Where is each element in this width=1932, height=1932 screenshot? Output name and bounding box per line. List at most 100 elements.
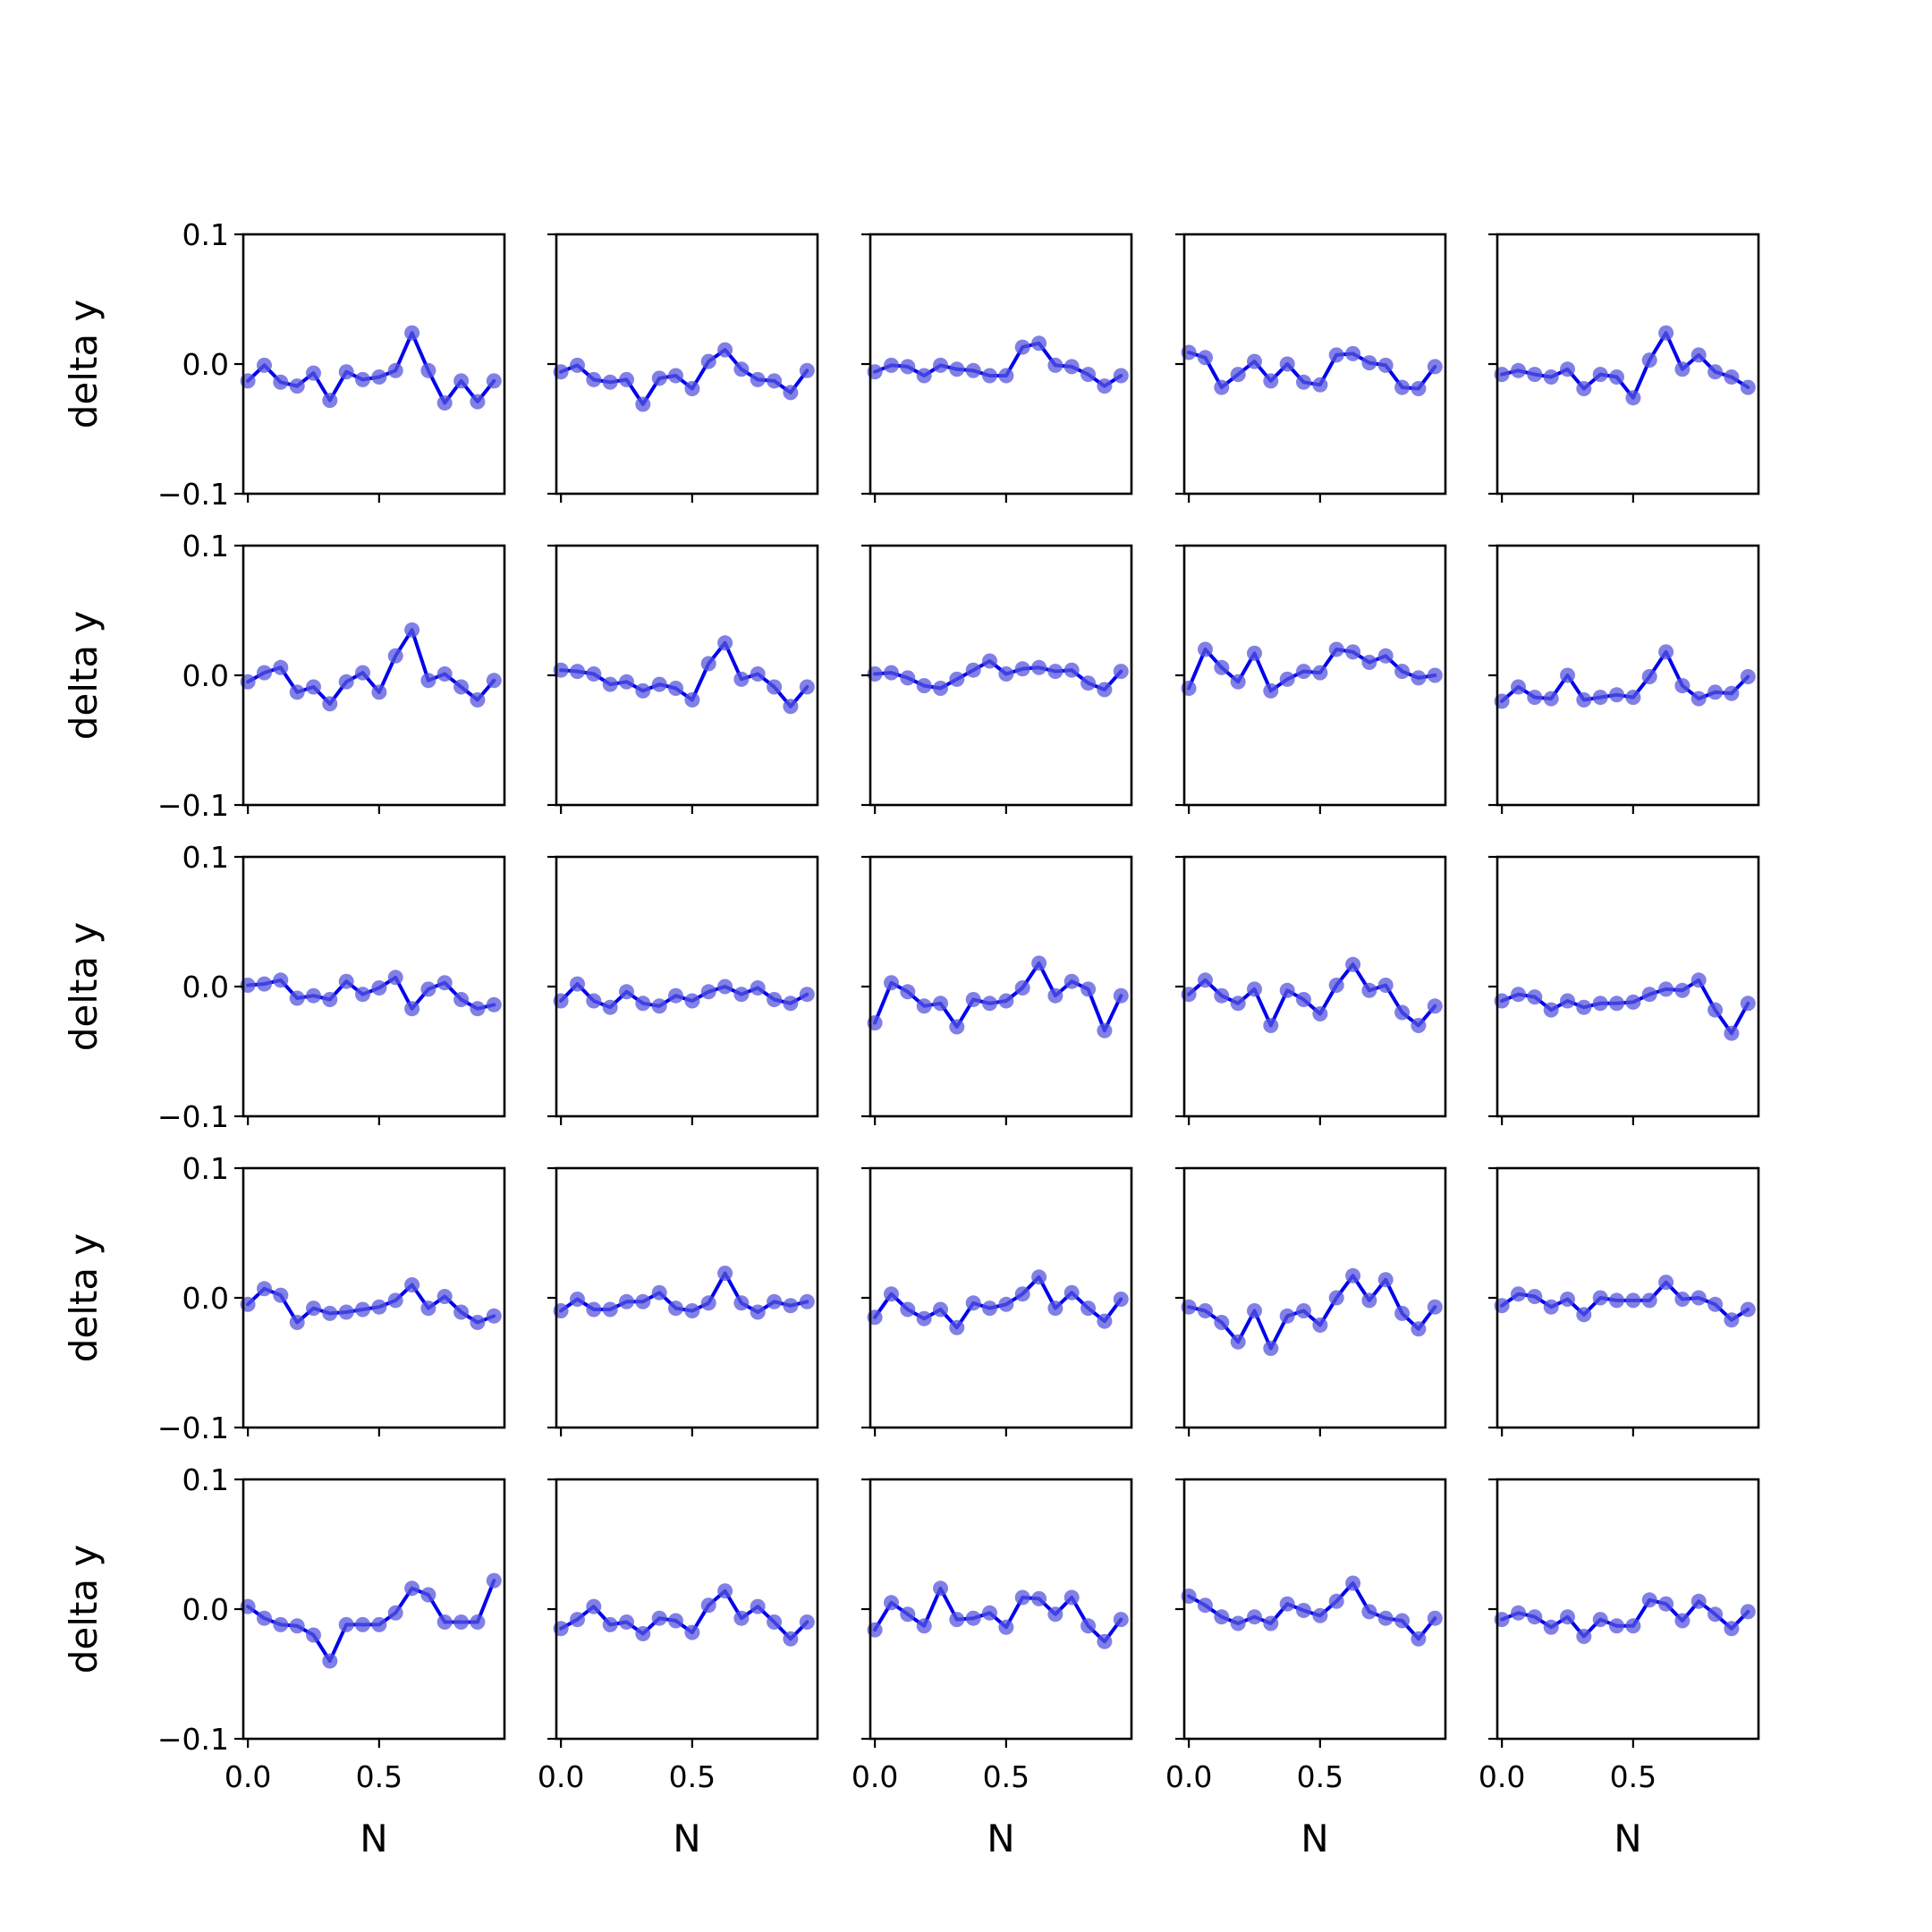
data-point <box>916 1310 932 1326</box>
x-axis-label: N <box>987 1817 1014 1860</box>
data-point <box>338 1304 354 1320</box>
subplot-r2-c1: 0.1 0.0 −0.1 delta y <box>62 529 506 823</box>
data-point <box>799 1614 815 1630</box>
series-line <box>1500 1597 1750 1639</box>
data-point <box>1740 379 1756 395</box>
data-point <box>965 362 981 378</box>
data-point <box>1674 678 1690 694</box>
data-point <box>799 679 815 695</box>
data-point <box>453 679 470 695</box>
data-point <box>1263 1341 1279 1356</box>
data-point <box>933 1301 948 1318</box>
data-point <box>684 1303 700 1318</box>
data-point <box>570 976 585 992</box>
data-point <box>1427 1610 1443 1626</box>
data-point <box>1527 989 1543 1005</box>
data-point <box>684 692 700 708</box>
data-point <box>1625 994 1641 1010</box>
y-tick-label: −0.1 <box>157 1411 229 1445</box>
data-point <box>1560 667 1575 683</box>
data-point <box>1641 1592 1657 1608</box>
data-point <box>602 676 618 692</box>
data-point <box>635 996 651 1012</box>
data-point <box>338 364 354 380</box>
data-point <box>453 1304 470 1320</box>
data-point <box>1214 659 1230 675</box>
data-point <box>1690 1593 1707 1609</box>
data-point <box>651 370 667 386</box>
series-line <box>873 961 1123 1033</box>
data-point <box>1690 972 1707 988</box>
data-point <box>1576 999 1592 1015</box>
data-point <box>436 1614 453 1630</box>
series-line <box>1500 649 1750 703</box>
data-point <box>982 1301 997 1317</box>
data-point <box>257 1610 272 1626</box>
data-point <box>1707 1002 1724 1018</box>
data-point <box>1198 1303 1213 1318</box>
data-point <box>1296 1303 1311 1318</box>
data-point <box>668 681 683 696</box>
data-point <box>733 361 750 377</box>
y-tick-label: 0.0 <box>182 970 229 1004</box>
data-point <box>322 992 338 1007</box>
data-point <box>1047 357 1063 373</box>
data-point <box>1328 978 1344 993</box>
data-point <box>273 1616 289 1632</box>
data-point <box>783 385 799 401</box>
series-line <box>559 348 809 406</box>
data-point <box>1080 367 1097 383</box>
data-point <box>1690 1290 1707 1306</box>
data-point <box>916 368 932 384</box>
data-point <box>1592 1290 1608 1306</box>
series-line <box>246 1283 496 1325</box>
data-point <box>1427 998 1443 1014</box>
x-tick-label: 0.5 <box>669 1759 716 1794</box>
data-point <box>387 1292 403 1309</box>
data-point <box>1214 1315 1230 1330</box>
data-point <box>1047 1606 1063 1623</box>
data-point <box>1592 1612 1608 1628</box>
data-point <box>1328 1593 1344 1609</box>
data-point <box>420 1587 436 1603</box>
data-point <box>998 1619 1014 1635</box>
y-axis-label: delta y <box>62 1233 106 1363</box>
data-point <box>1511 1286 1526 1302</box>
subplot-r2-c5 <box>1488 544 1760 814</box>
series-line <box>559 1589 809 1641</box>
series-line <box>559 640 809 708</box>
subplot-r4-c4 <box>1175 1166 1447 1436</box>
series-line <box>1187 648 1437 693</box>
data-point <box>717 342 733 358</box>
data-point <box>586 1598 602 1614</box>
data-point <box>700 1295 716 1311</box>
subplot-r3-c1: 0.1 0.0 −0.1 delta y <box>62 840 506 1134</box>
data-point <box>1609 687 1624 703</box>
data-point <box>717 979 733 995</box>
series-line <box>246 975 496 1011</box>
data-point <box>619 1293 634 1309</box>
data-point <box>1279 1596 1295 1612</box>
subplot-r3-c2 <box>547 855 819 1125</box>
subplot-r5-c2: 0.0 0.5 N <box>538 1478 819 1860</box>
data-point <box>1263 682 1279 699</box>
data-point <box>1724 1025 1740 1041</box>
data-point <box>1707 364 1724 380</box>
data-point <box>1014 661 1030 677</box>
y-tick-label: 0.1 <box>182 1462 229 1497</box>
data-point <box>1527 1609 1543 1625</box>
data-point <box>602 1301 618 1318</box>
series-line <box>1187 351 1437 391</box>
data-point <box>1707 684 1724 700</box>
data-point <box>1674 982 1690 998</box>
data-point <box>470 1315 486 1330</box>
data-point <box>1724 1312 1740 1328</box>
data-point <box>750 371 766 387</box>
data-point <box>586 371 602 387</box>
data-point <box>289 684 305 700</box>
data-point <box>717 635 733 651</box>
data-point <box>767 992 783 1007</box>
data-point <box>916 1618 932 1634</box>
